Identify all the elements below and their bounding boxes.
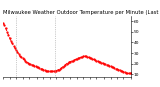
Text: Milwaukee Weather Outdoor Temperature per Minute (Last 24 Hours): Milwaukee Weather Outdoor Temperature pe… — [3, 10, 160, 15]
